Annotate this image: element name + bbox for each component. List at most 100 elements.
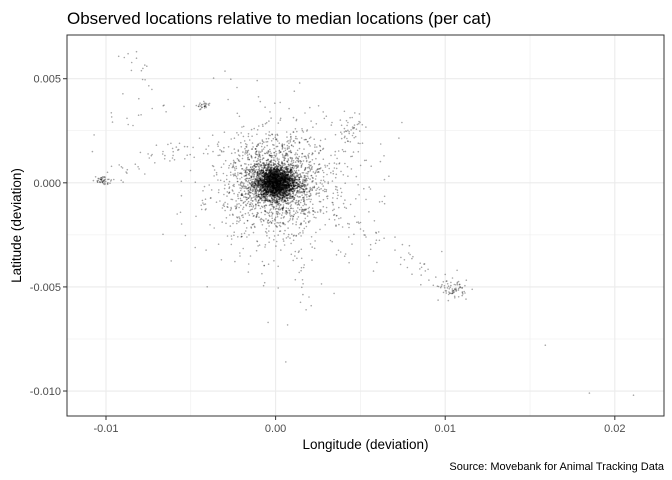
data-point <box>267 163 270 166</box>
data-point <box>277 186 280 189</box>
data-point <box>306 184 309 186</box>
data-point <box>263 146 266 148</box>
data-point <box>264 244 267 246</box>
data-point <box>161 153 164 155</box>
data-point <box>263 281 266 284</box>
data-point <box>263 176 266 178</box>
data-point <box>269 184 272 186</box>
data-point <box>266 177 269 179</box>
data-point <box>284 178 286 180</box>
data-point <box>299 174 302 177</box>
data-point <box>277 176 279 178</box>
data-point <box>263 175 265 177</box>
data-point <box>258 150 260 153</box>
data-point <box>289 179 292 182</box>
data-point <box>290 169 293 171</box>
data-point <box>294 179 296 182</box>
data-point <box>287 178 290 180</box>
data-point <box>264 187 266 189</box>
data-point <box>226 191 229 193</box>
data-point <box>257 170 259 173</box>
data-point <box>253 163 256 165</box>
data-point <box>290 175 293 177</box>
data-point <box>282 186 285 188</box>
data-point <box>266 179 268 181</box>
data-point <box>269 148 271 151</box>
data-point <box>273 179 275 182</box>
data-point <box>262 219 265 221</box>
data-point <box>264 172 266 175</box>
data-point <box>258 177 261 179</box>
data-point <box>287 171 290 174</box>
data-point <box>237 134 240 136</box>
data-point <box>202 152 205 155</box>
data-point <box>275 196 278 198</box>
data-point <box>358 120 360 123</box>
data-point <box>269 215 271 218</box>
data-point <box>274 178 277 180</box>
data-point <box>296 211 299 214</box>
data-point <box>253 181 256 184</box>
data-point <box>277 182 280 185</box>
data-point <box>266 176 269 179</box>
data-point <box>269 178 272 180</box>
data-point <box>268 183 271 185</box>
data-point <box>351 134 354 137</box>
data-point <box>257 181 260 184</box>
data-point <box>252 189 255 191</box>
data-point <box>208 102 211 105</box>
data-point <box>268 181 271 184</box>
data-point <box>273 174 276 176</box>
data-point <box>278 170 280 172</box>
data-point <box>309 192 312 195</box>
data-point <box>269 166 272 168</box>
data-point <box>317 105 320 107</box>
data-point <box>257 204 260 207</box>
data-point <box>280 197 282 199</box>
data-point <box>363 234 365 236</box>
data-point <box>265 173 268 175</box>
data-point <box>104 180 107 183</box>
data-point <box>113 178 115 181</box>
data-point <box>278 185 281 187</box>
data-point <box>285 176 288 178</box>
data-point <box>234 172 236 175</box>
data-point <box>284 181 287 183</box>
data-point <box>227 146 230 148</box>
data-point <box>262 193 264 195</box>
data-point <box>274 168 276 170</box>
data-point <box>286 182 289 185</box>
data-point <box>297 201 300 203</box>
data-point <box>282 184 284 187</box>
data-point <box>292 116 295 119</box>
data-point <box>296 172 298 174</box>
data-point <box>100 176 102 179</box>
data-point <box>277 184 280 187</box>
data-point <box>276 167 279 170</box>
data-point <box>299 185 301 188</box>
data-point <box>267 263 270 266</box>
data-point <box>255 177 258 180</box>
data-point <box>257 181 260 184</box>
data-point <box>278 180 281 182</box>
data-point <box>130 69 133 72</box>
data-point <box>263 205 266 207</box>
data-point <box>325 206 328 209</box>
data-point <box>270 177 272 179</box>
data-point <box>287 184 290 186</box>
data-point <box>284 185 287 188</box>
data-point <box>284 182 286 184</box>
data-point <box>273 186 275 188</box>
data-point <box>283 181 286 183</box>
data-point <box>302 184 305 187</box>
data-point <box>289 188 292 190</box>
data-point <box>332 192 335 195</box>
data-point <box>284 186 287 189</box>
data-point <box>272 200 275 202</box>
data-point <box>276 182 278 184</box>
data-point <box>272 167 275 169</box>
data-point <box>374 242 377 245</box>
data-point <box>288 193 290 196</box>
data-point <box>252 187 255 189</box>
data-point <box>251 181 253 183</box>
